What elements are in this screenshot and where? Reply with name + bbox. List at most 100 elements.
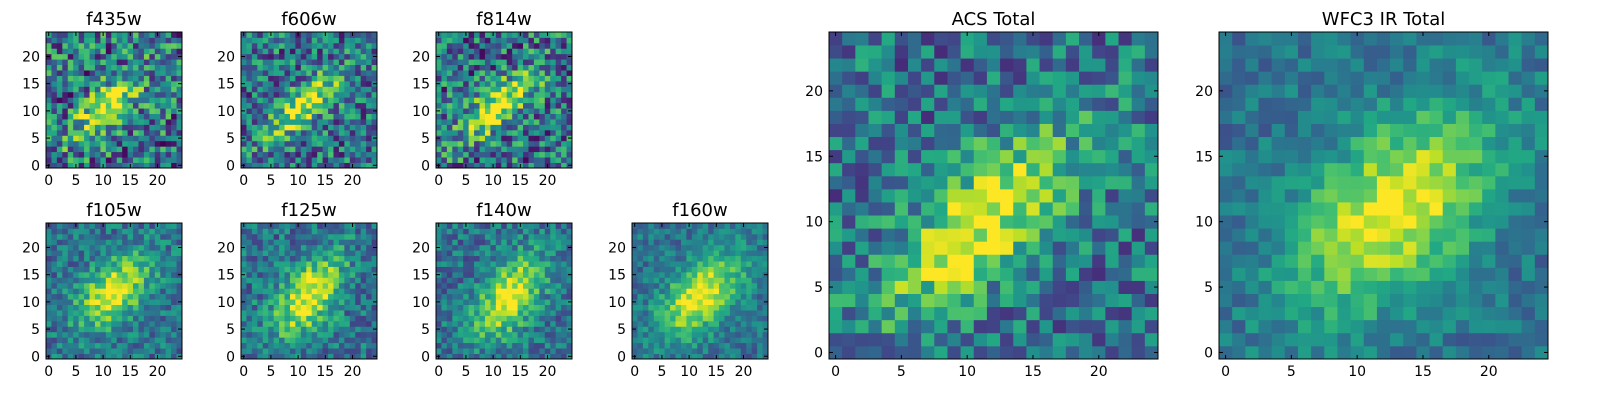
- heatmap-cells: [436, 223, 573, 360]
- heatmap-cell: [729, 223, 736, 229]
- heatmap-cell: [246, 75, 253, 82]
- heatmap-cell: [133, 293, 139, 300]
- heatmap-cell: [1105, 280, 1119, 294]
- heatmap-cell: [105, 266, 112, 273]
- heatmap-cell: [344, 239, 351, 246]
- heatmap-cell: [719, 310, 725, 316]
- heatmap-cell: [111, 48, 118, 55]
- heatmap-cell: [762, 331, 769, 338]
- heatmap-cell: [273, 86, 280, 93]
- heatmap-cell: [680, 320, 687, 327]
- heatmap-cell: [322, 244, 329, 251]
- heatmap-cell: [881, 149, 896, 164]
- heatmap-cell: [735, 304, 742, 311]
- heatmap-cell: [73, 261, 80, 267]
- heatmap-cell: [366, 37, 372, 44]
- heatmap-cell: [241, 70, 247, 76]
- heatmap-cell: [349, 59, 356, 66]
- heatmap-cell: [561, 353, 567, 360]
- heatmap-cell: [295, 80, 302, 87]
- heatmap-cell: [344, 342, 351, 349]
- heatmap-cell: [149, 140, 156, 147]
- heatmap-cell: [138, 48, 145, 55]
- heatmap-cell: [355, 331, 362, 338]
- plot-frame: [240, 31, 378, 169]
- heatmap-cell: [675, 233, 682, 240]
- heatmap-cell: [111, 342, 118, 349]
- heatmap-cell: [300, 97, 307, 104]
- heatmap-cell: [746, 244, 753, 251]
- heatmap-cell: [317, 75, 323, 82]
- heatmap-cell: [670, 337, 676, 344]
- heatmap-cell: [133, 97, 139, 104]
- heatmap-cell: [262, 337, 269, 344]
- heatmap-cell: [241, 255, 247, 262]
- heatmap-cell: [73, 146, 80, 153]
- heatmap-cell: [241, 86, 247, 93]
- heatmap-cell: [138, 64, 145, 71]
- heatmap-cell: [89, 162, 96, 169]
- heatmap-cell: [446, 70, 453, 76]
- heatmap-cell: [251, 119, 258, 125]
- heatmap-cell: [279, 97, 285, 104]
- heatmap-cell: [675, 255, 682, 262]
- heatmap-cell: [1118, 228, 1133, 242]
- heatmap-cell: [251, 140, 258, 147]
- heatmap-cell: [67, 75, 74, 82]
- heatmap-cell: [328, 42, 334, 49]
- heatmap-cell: [306, 282, 313, 289]
- heatmap-cell: [317, 53, 323, 60]
- heatmap-cell: [479, 277, 486, 284]
- heatmap-cell: [338, 162, 345, 169]
- heatmap-cell: [46, 228, 52, 235]
- heatmap-cell: [868, 202, 883, 216]
- heatmap-cell: [762, 261, 769, 267]
- heatmap-cell: [544, 228, 551, 235]
- heatmap-cell: [46, 266, 52, 273]
- heatmap-cell: [138, 162, 145, 169]
- heatmap-cell: [73, 250, 80, 257]
- heatmap-cell: [89, 326, 96, 333]
- heatmap-cell: [284, 48, 291, 55]
- heatmap-cell: [154, 244, 161, 251]
- heatmap-cell: [51, 348, 58, 354]
- heatmap-cell: [311, 124, 318, 131]
- heatmap-cell: [441, 304, 448, 311]
- heatmap-cell: [268, 108, 275, 114]
- heatmap-cell: [355, 80, 362, 87]
- heatmap-cell: [56, 32, 63, 38]
- heatmap-cell: [246, 233, 253, 240]
- heatmap-cell: [868, 306, 883, 321]
- heatmap-cell: [713, 277, 720, 284]
- heatmap-cell: [729, 271, 736, 278]
- heatmap-cell: [533, 266, 540, 273]
- heatmap-cell: [675, 293, 682, 300]
- heatmap-cell: [160, 304, 167, 311]
- heatmap-cell: [295, 239, 302, 246]
- heatmap-cell: [78, 162, 85, 169]
- heatmap-cell: [122, 80, 128, 87]
- heatmap-cell: [561, 331, 567, 338]
- heatmap-cell: [751, 288, 758, 295]
- heatmap-cell: [446, 250, 453, 257]
- heatmap-cell: [719, 244, 725, 251]
- heatmap-cell: [441, 124, 448, 131]
- heatmap-cell: [506, 277, 513, 284]
- heatmap-cell: [160, 293, 167, 300]
- heatmap-cell: [1000, 332, 1014, 347]
- heatmap-cell: [1092, 175, 1106, 190]
- heatmap-cell: [533, 48, 540, 55]
- heatmap-cell: [550, 129, 557, 136]
- heatmap-cell: [73, 80, 80, 87]
- heatmap-cell: [637, 288, 644, 295]
- heatmap-cell: [300, 310, 307, 316]
- heatmap-cell: [94, 102, 101, 109]
- heatmap-cell: [355, 223, 362, 229]
- heatmap-cell: [143, 342, 150, 349]
- heatmap-cell: [441, 310, 448, 316]
- heatmap-cell: [1079, 241, 1093, 255]
- heatmap-cell: [246, 146, 253, 153]
- heatmap-cell: [637, 348, 644, 354]
- heatmap-cell: [664, 282, 671, 289]
- heatmap-cell: [691, 342, 698, 349]
